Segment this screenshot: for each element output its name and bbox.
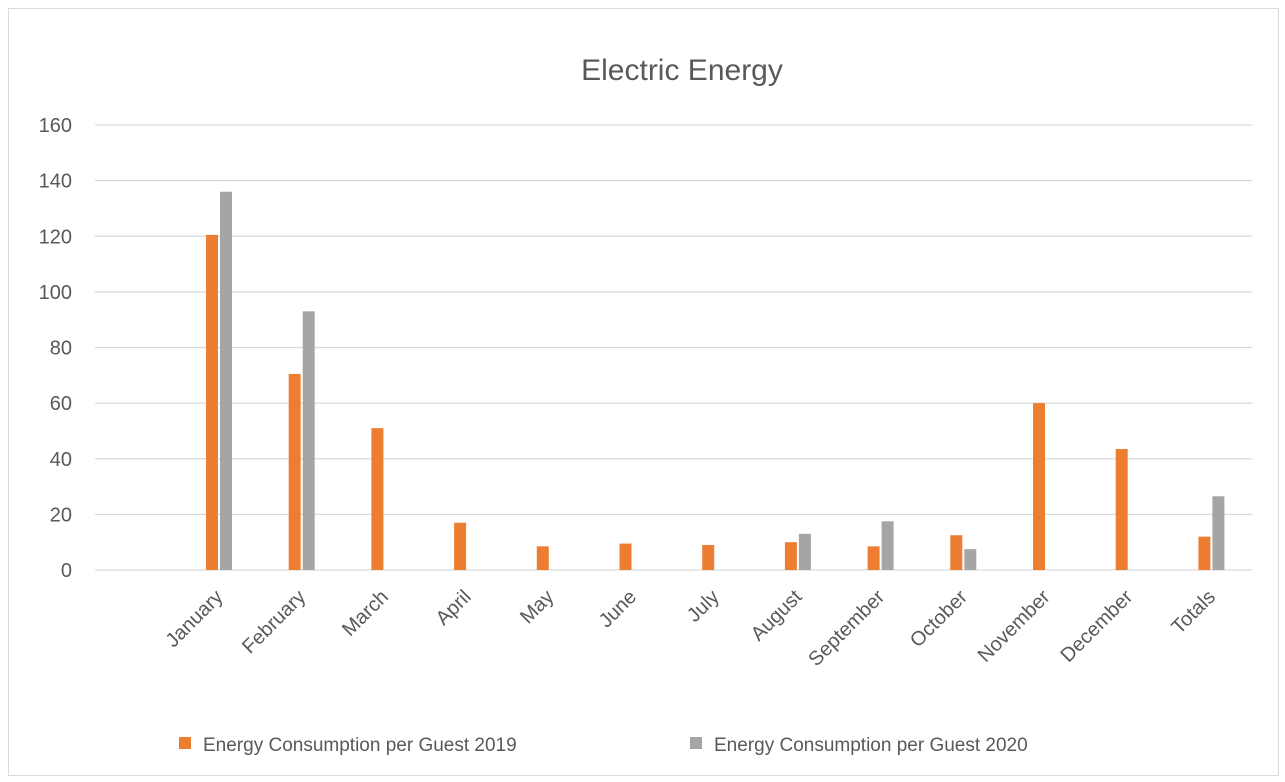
x-tick-label: Totals [1167, 586, 1220, 639]
bar-series-1 [536, 546, 549, 570]
bar-series-1 [619, 543, 632, 570]
bar-series-1 [1115, 449, 1128, 570]
y-tick-label: 120 [39, 226, 72, 248]
bar-series-2 [964, 549, 977, 570]
x-tick-label: October [906, 586, 972, 652]
y-tick-label: 140 [39, 171, 72, 193]
y-tick-label: 100 [39, 282, 72, 304]
bar-series-1 [867, 546, 880, 570]
bar-series-1 [702, 544, 715, 570]
y-tick-label: 60 [50, 393, 72, 415]
x-tick-label: June [595, 586, 641, 632]
bar-series-1 [784, 542, 797, 570]
y-tick-label: 20 [50, 504, 72, 526]
x-tick-label: January [162, 586, 228, 652]
bar-series-1 [206, 234, 218, 570]
x-tick-label: August [747, 586, 807, 646]
bar-series-1 [371, 428, 384, 570]
x-tick-label: November [974, 586, 1055, 667]
legend-swatch-2 [690, 737, 702, 749]
chart-title: Electric Energy [581, 54, 783, 87]
x-tick-label: April [432, 586, 476, 630]
chart-frame [8, 8, 1279, 776]
bar-series-1 [1198, 536, 1211, 570]
legend-swatch-1 [179, 737, 191, 749]
bar-series-2 [881, 521, 894, 570]
bar-series-2 [1212, 496, 1225, 570]
bar-series-2 [798, 533, 811, 570]
x-tick-label: July [683, 586, 724, 627]
y-axis-ticks: 0 20 40 60 80 100 120 140 160 [39, 115, 72, 582]
bar-series-1 [454, 522, 467, 570]
x-tick-label: May [516, 586, 558, 628]
bar-series-1 [1033, 403, 1045, 570]
legend-label-2: Energy Consumption per Guest 2020 [714, 735, 1028, 756]
y-tick-label: 0 [61, 560, 72, 582]
x-axis-ticks: January February March April May June July Augu… [162, 586, 1220, 671]
y-tick-label: 80 [50, 338, 72, 360]
legend-label-1: Energy Consumption per Guest 2019 [203, 735, 517, 756]
x-tick-label: December [1056, 586, 1137, 667]
bar-series-2 [220, 191, 232, 570]
gridlines [95, 124, 1252, 571]
y-tick-label: 160 [39, 115, 72, 137]
bars [206, 191, 1225, 570]
bar-series-1 [288, 373, 301, 570]
x-tick-label: September [804, 586, 889, 671]
bar-series-1 [950, 535, 963, 570]
x-tick-label: March [338, 586, 393, 641]
y-tick-label: 40 [50, 449, 72, 471]
bar-series-2 [302, 311, 315, 570]
x-tick-label: February [238, 586, 310, 658]
legend: Energy Consumption per Guest 2019 Energy … [179, 735, 1028, 756]
